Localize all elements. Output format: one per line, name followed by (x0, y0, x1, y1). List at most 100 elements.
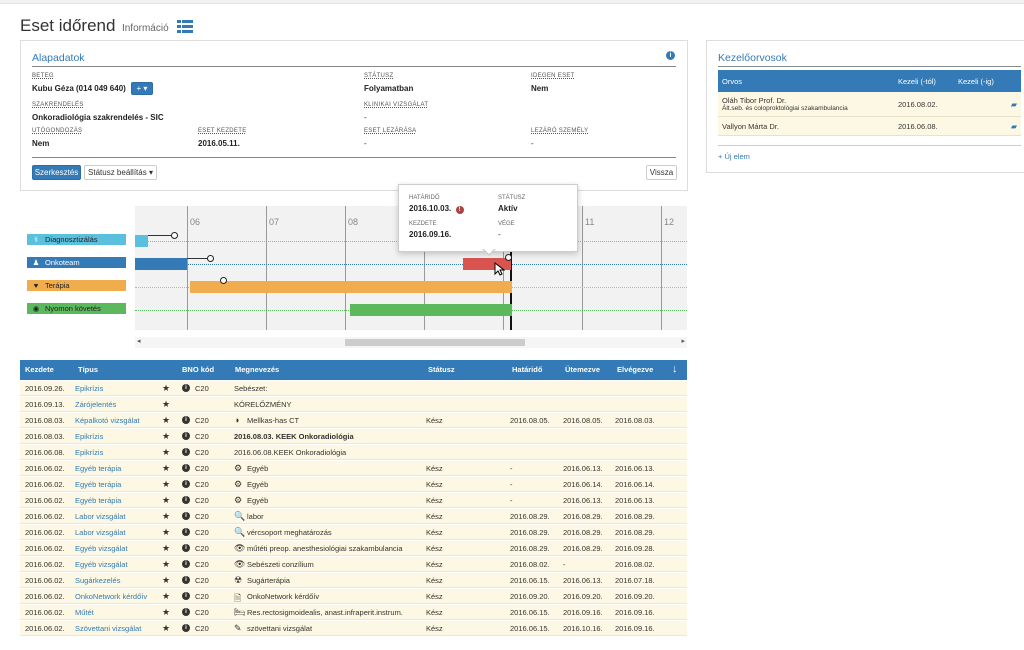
info-icon[interactable]: i (182, 544, 190, 552)
info-icon[interactable]: i (182, 560, 190, 568)
type-cell[interactable]: Labor vizsgálat (75, 528, 126, 537)
info-icon[interactable]: i (182, 592, 190, 600)
legend-diagnosztizalas[interactable]: ⚕ Diagnosztizálás (27, 234, 126, 245)
legend-onkoteam[interactable]: ♟ Onkoteam (27, 257, 126, 268)
type-cell[interactable]: Műtét (75, 608, 94, 617)
info-icon[interactable]: i (182, 576, 190, 584)
table-row[interactable]: ★ i 🗎 2016.06.02. OnkoNetwork kérdőív C20 Onko… (20, 589, 687, 604)
scrollbar-thumb[interactable] (345, 339, 525, 346)
table-row[interactable]: ★ i ✎ 2016.06.02. Szövettani vizsgálat C20 szö… (20, 621, 687, 636)
type-cell[interactable]: Képalkotó vizsgálat (75, 416, 140, 425)
table-row[interactable]: ★ i ⚙ 2016.06.02. Egyéb terápia C20 Egyéb Kész -… (20, 477, 687, 492)
table-row[interactable]: ★ i 🔍 2016.06.02. Labor vizsgálat C20 vércsopo… (20, 525, 687, 540)
star-icon[interactable]: ★ (162, 527, 171, 537)
star-icon[interactable]: ★ (162, 383, 171, 393)
edit-button[interactable]: Szerkesztés (32, 165, 81, 180)
col-hatarido[interactable]: Határidő (512, 365, 543, 374)
type-cell[interactable]: Egyéb vizsgálat (75, 544, 128, 553)
type-cell[interactable]: Egyéb terápia (75, 496, 122, 505)
table-row[interactable]: ★ i 2016.09.26. Epikrízis C20 Sebészet: (20, 381, 687, 396)
status-settings-button[interactable]: Státusz beállítás ▾ (84, 165, 157, 180)
col-elvegezve[interactable]: Elvégezve (617, 365, 654, 374)
star-icon[interactable]: ★ (162, 431, 171, 441)
col-utemezve[interactable]: Ütemezve (565, 365, 601, 374)
info-icon[interactable]: i (182, 608, 190, 616)
new-item-link[interactable]: + Új elem (718, 152, 750, 161)
info-icon[interactable]: i (182, 384, 190, 392)
type-cell[interactable]: Epikrízis (75, 448, 104, 457)
table-row[interactable]: ★ i 👁 2016.06.02. Egyéb vizsgálat C20 műtéti p… (20, 541, 687, 556)
legend-terapia[interactable]: ♥ Terápia (27, 280, 126, 291)
milestone-marker[interactable] (207, 255, 214, 262)
info-icon[interactable]: i (182, 416, 190, 424)
star-icon[interactable]: ★ (162, 399, 171, 409)
table-row[interactable]: ★ i 2016.06.08. Epikrízis C20 2016.06.08.KEEK… (20, 445, 687, 460)
type-cell[interactable]: Zárójelentés (75, 400, 117, 409)
table-row[interactable]: ★ i ⚙ 2016.06.02. Egyéb terápia C20 Egyéb Kész -… (20, 461, 687, 476)
col-statusz[interactable]: Státusz (428, 365, 455, 374)
table-row[interactable]: ★ i 👁 2016.06.02. Egyéb vizsgálat C20 Sebészet… (20, 557, 687, 572)
type-cell[interactable]: Egyéb vizsgálat (75, 560, 128, 569)
star-icon[interactable]: ★ (162, 607, 171, 617)
onkoteam-bar[interactable] (135, 258, 187, 270)
arrow-down-icon[interactable]: ↓ (672, 363, 678, 375)
info-icon[interactable]: i (182, 512, 190, 520)
timeline-scrollbar[interactable]: ◂ ▸ (135, 337, 687, 348)
table-row[interactable]: ★ i 🔍 2016.06.02. Labor vizsgálat C20 labor Kés… (20, 509, 687, 524)
table-row[interactable]: Oláh Tibor Prof. Dr. Ált.seb. és colopro… (718, 92, 1021, 117)
milestone-marker[interactable] (171, 232, 178, 239)
star-icon[interactable]: ★ (162, 591, 171, 601)
type-cell[interactable]: Egyéb terápia (75, 464, 122, 473)
info-icon[interactable]: i (182, 496, 190, 504)
star-icon[interactable]: ★ (162, 575, 171, 585)
star-icon[interactable]: ★ (162, 495, 171, 505)
star-icon[interactable]: ★ (162, 447, 171, 457)
table-row[interactable]: ★ i 🛏 2016.06.02. Műtét C20 Res.rectosigmoidea… (20, 605, 687, 620)
folder-icon[interactable]: ▰ (1010, 121, 1017, 131)
type-cell[interactable]: Sugárkezelés (75, 576, 121, 585)
terapia-bar[interactable] (190, 281, 512, 293)
info-icon[interactable]: i (182, 624, 190, 632)
table-row[interactable]: ★ i ◑ 2016.08.03. Képalkotó vizsgálat C20 Mell… (20, 413, 687, 428)
col-orvos[interactable]: Orvos (718, 70, 894, 92)
star-icon[interactable]: ★ (162, 543, 171, 553)
nyomon-kovetes-bar[interactable] (350, 304, 512, 316)
col-megnevezes[interactable]: Megnevezés (235, 365, 280, 374)
folder-icon[interactable]: ▰ (1010, 99, 1017, 109)
col-kezdete[interactable]: Kezdete (25, 365, 54, 374)
milestone-marker[interactable] (220, 277, 227, 284)
type-cell[interactable]: Epikrízis (75, 432, 104, 441)
info-icon[interactable]: i (666, 51, 675, 60)
legend-nyomon-kovetes[interactable]: ◉ Nyomon követés (27, 303, 126, 314)
star-icon[interactable]: ★ (162, 479, 171, 489)
type-cell[interactable]: Epikrízis (75, 384, 104, 393)
col-bno[interactable]: BNO kód (182, 365, 215, 374)
table-row[interactable]: ★ 2016.09.13. Zárójelentés KÓRELŐZMÉNY (20, 397, 687, 412)
info-icon[interactable]: i (182, 480, 190, 488)
col-tipus[interactable]: Típus (78, 365, 98, 374)
star-icon[interactable]: ★ (162, 559, 171, 569)
info-icon[interactable]: i (182, 464, 190, 472)
star-icon[interactable]: ★ (162, 415, 171, 425)
star-icon[interactable]: ★ (162, 511, 171, 521)
table-row[interactable]: ★ i ☢ 2016.06.02. Sugárkezelés C20 Sugárterápi… (20, 573, 687, 588)
star-icon[interactable]: ★ (162, 623, 171, 633)
star-icon[interactable]: ★ (162, 463, 171, 473)
table-row[interactable]: ★ i 2016.08.03. Epikrízis C20 2016.08.03. KEE… (20, 429, 687, 444)
type-cell[interactable]: Szövettani vizsgálat (75, 624, 142, 633)
type-cell[interactable]: Egyéb terápia (75, 480, 122, 489)
milestone-marker[interactable] (505, 254, 512, 261)
scroll-right-icon[interactable]: ▸ (681, 338, 685, 345)
type-cell[interactable]: OnkoNetwork kérdőív (75, 592, 148, 601)
scroll-left-icon[interactable]: ◂ (137, 338, 141, 345)
table-row[interactable]: ★ i ⚙ 2016.06.02. Egyéb terápia C20 Egyéb Kész -… (20, 493, 687, 508)
info-icon[interactable]: i (182, 528, 190, 536)
list-icon[interactable] (177, 20, 194, 35)
col-kezeli-tol[interactable]: Kezeli (-tól) (894, 70, 954, 92)
add-beteg-button[interactable]: + ▾ (131, 82, 153, 95)
type-cell[interactable]: Labor vizsgálat (75, 512, 126, 521)
info-icon[interactable]: i (182, 448, 190, 456)
info-icon[interactable]: i (182, 432, 190, 440)
table-row[interactable]: Vallyon Márta Dr. 2016.06.08. ▰ (718, 116, 1021, 136)
back-button[interactable]: Vissza (646, 165, 677, 180)
